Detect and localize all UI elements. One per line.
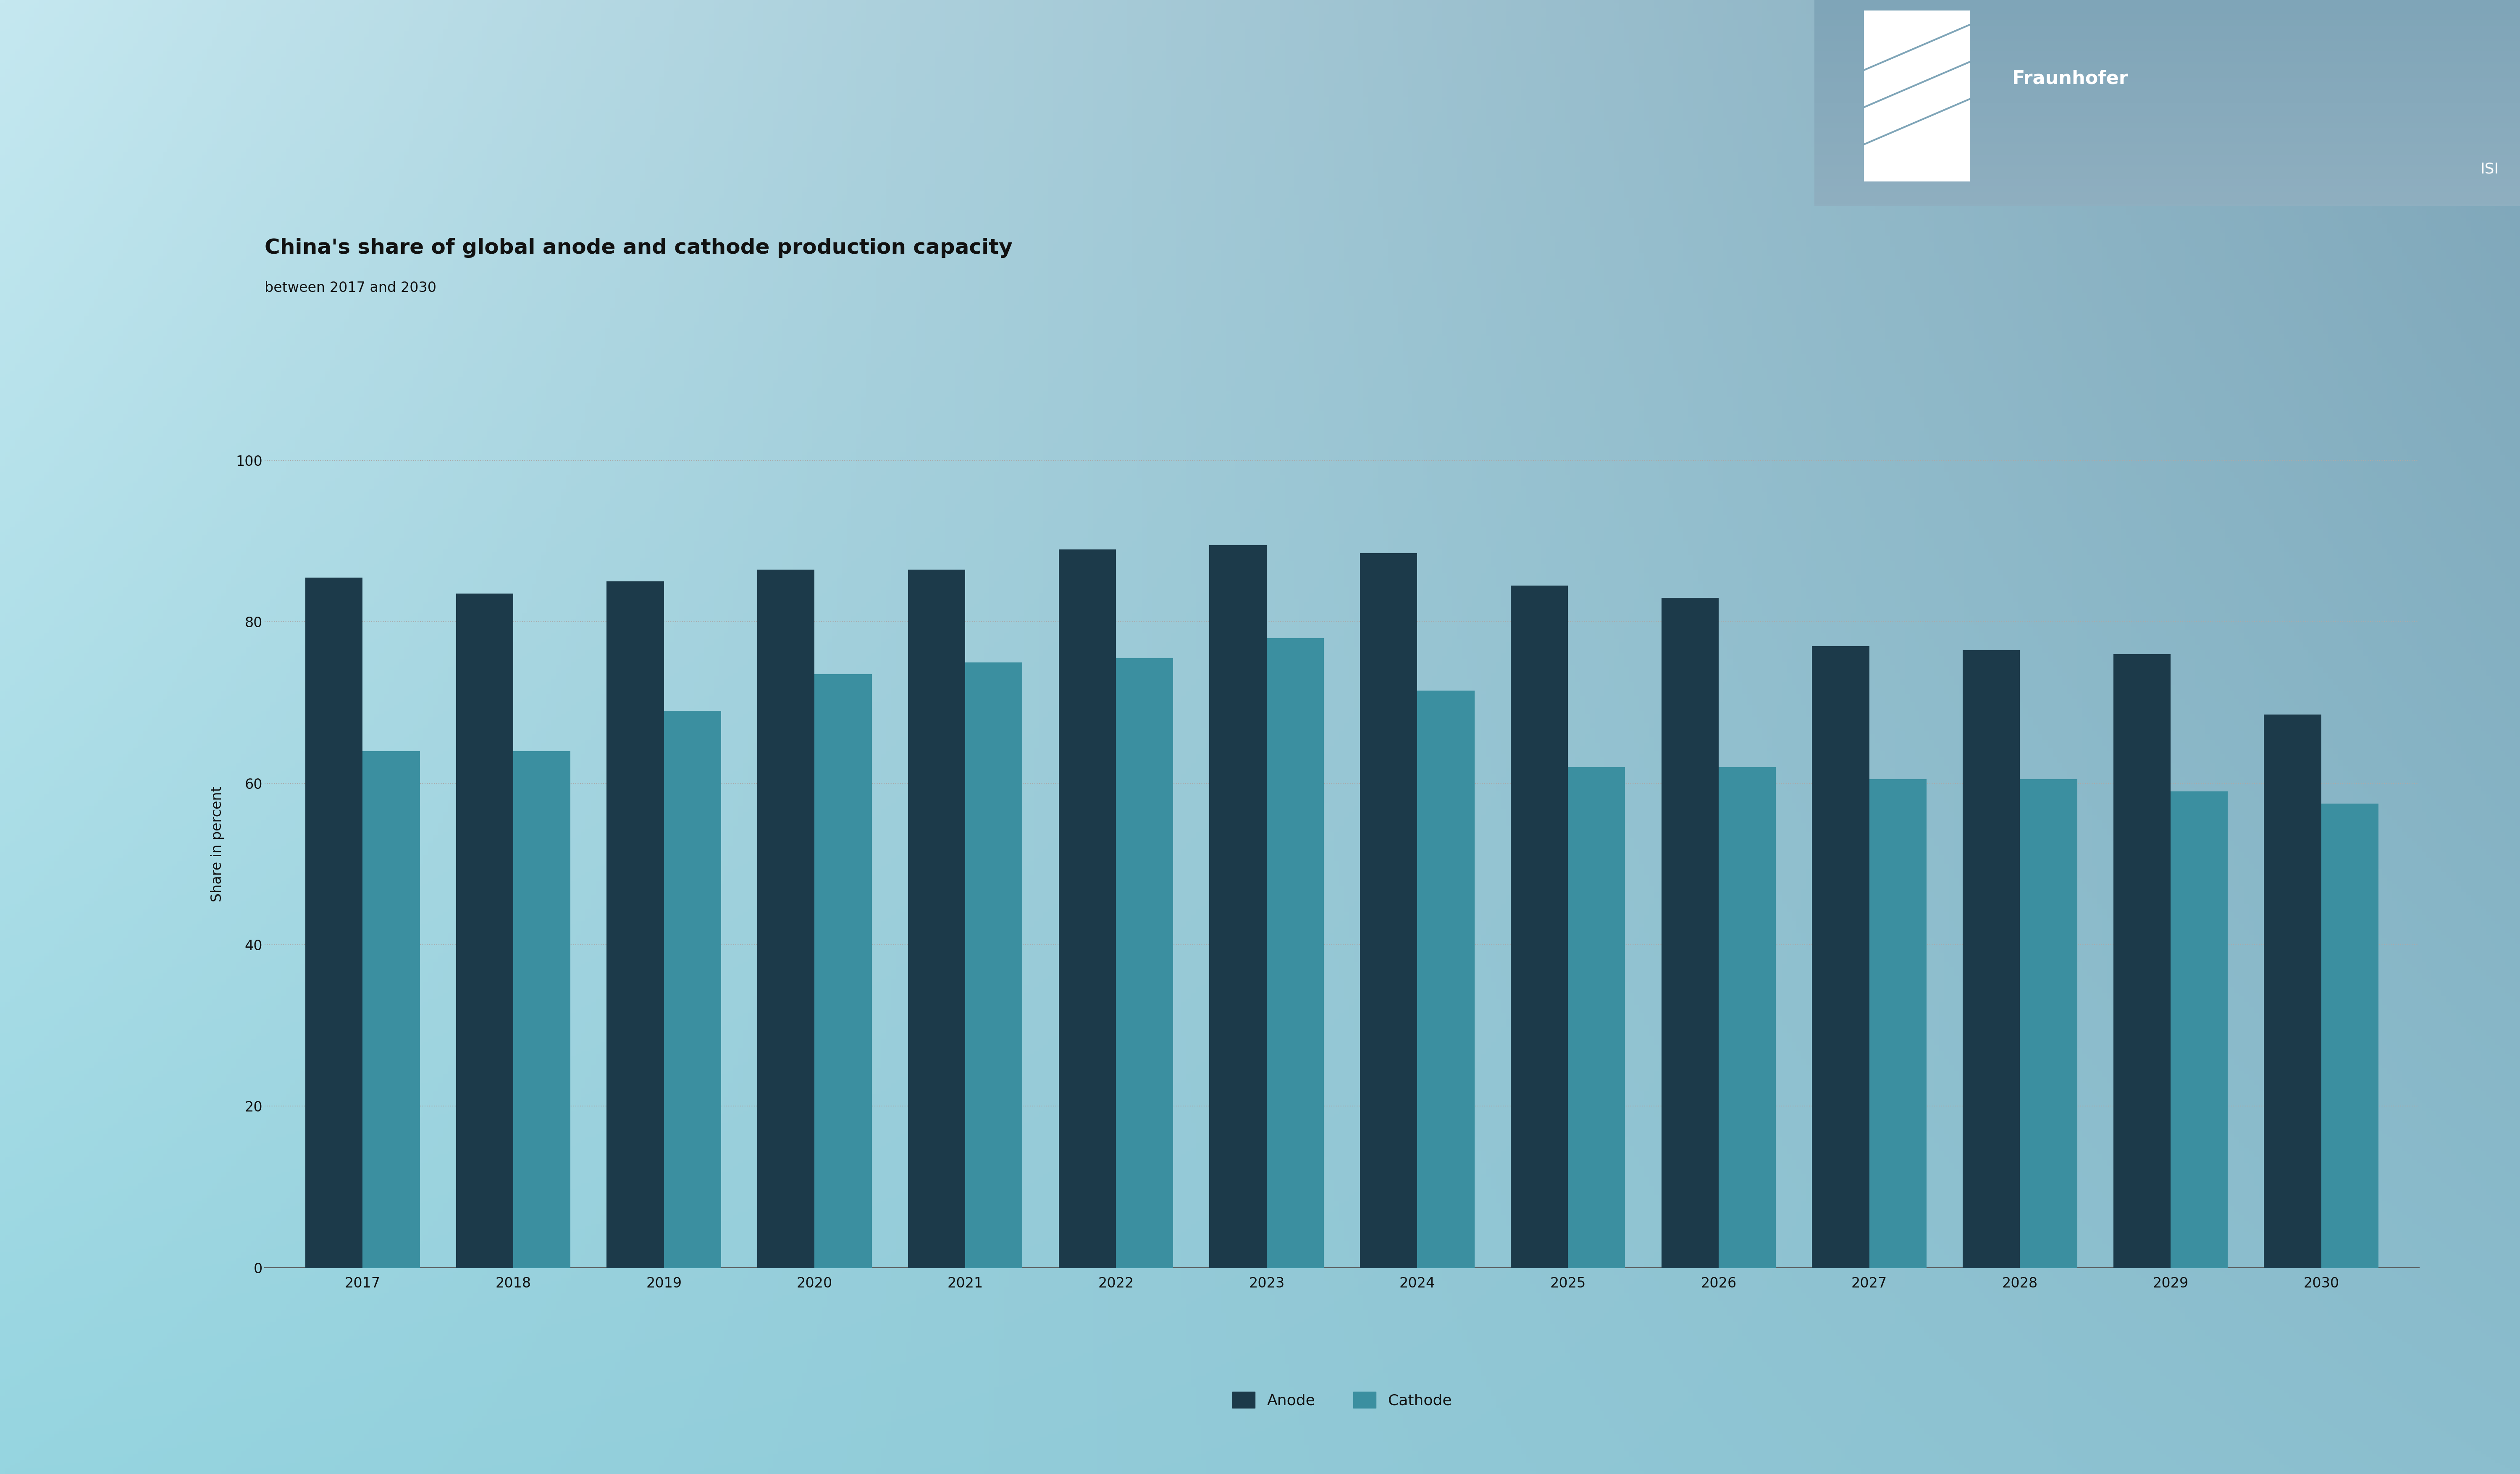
Bar [1719, 766, 1777, 1268]
Text: China's share of global anode and cathode production capacity: China's share of global anode and cathod… [265, 237, 1013, 258]
Bar [2321, 803, 2379, 1268]
Bar [1661, 597, 1719, 1268]
Bar [2263, 715, 2321, 1268]
Bar [1361, 553, 1416, 1268]
Bar [363, 752, 421, 1268]
Bar [2021, 780, 2076, 1268]
Text: Fraunhofer: Fraunhofer [2011, 69, 2129, 87]
Y-axis label: Share in percent: Share in percent [209, 786, 224, 902]
Bar [1509, 585, 1567, 1268]
Bar [1116, 659, 1174, 1268]
Bar [814, 675, 872, 1268]
Bar [1870, 780, 1925, 1268]
Bar [456, 594, 514, 1268]
Bar [1812, 646, 1870, 1268]
Bar [1210, 545, 1268, 1268]
Bar [2114, 654, 2170, 1268]
Bar [1963, 650, 2021, 1268]
Bar [965, 662, 1023, 1268]
Bar [1567, 766, 1625, 1268]
Bar [1058, 550, 1116, 1268]
Text: between 2017 and 2030: between 2017 and 2030 [265, 282, 436, 295]
Bar [2170, 792, 2228, 1268]
Bar [514, 752, 570, 1268]
Bar [759, 569, 814, 1268]
Polygon shape [1865, 10, 1971, 181]
Bar [1416, 690, 1474, 1268]
Legend: Anode, Cathode: Anode, Cathode [1227, 1386, 1457, 1414]
Bar [607, 582, 663, 1268]
Bar [663, 710, 721, 1268]
Bar [1268, 638, 1323, 1268]
Text: ISI: ISI [2480, 162, 2500, 177]
Bar [907, 569, 965, 1268]
Bar [305, 578, 363, 1268]
